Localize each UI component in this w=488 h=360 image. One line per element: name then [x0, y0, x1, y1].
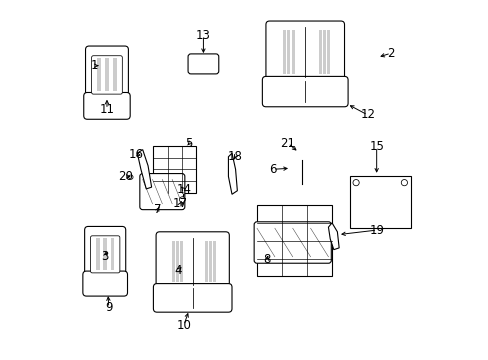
- Text: 18: 18: [228, 149, 243, 163]
- Bar: [205, 240, 207, 282]
- Text: 1: 1: [91, 59, 98, 72]
- Text: 5: 5: [185, 137, 192, 150]
- Bar: [105, 58, 109, 91]
- Text: 19: 19: [369, 224, 384, 237]
- Text: 12: 12: [360, 108, 374, 121]
- Text: 10: 10: [176, 319, 191, 332]
- Text: 9: 9: [105, 301, 112, 314]
- FancyBboxPatch shape: [254, 222, 331, 263]
- Text: 14: 14: [176, 183, 191, 196]
- Bar: [291, 30, 294, 75]
- FancyBboxPatch shape: [85, 46, 128, 100]
- Polygon shape: [228, 153, 237, 194]
- Bar: [96, 238, 100, 270]
- FancyBboxPatch shape: [262, 76, 347, 107]
- FancyBboxPatch shape: [91, 56, 122, 94]
- Text: 2: 2: [386, 47, 394, 60]
- Polygon shape: [328, 223, 339, 249]
- FancyBboxPatch shape: [90, 236, 120, 273]
- Text: 15: 15: [368, 140, 384, 153]
- Bar: [213, 240, 215, 282]
- FancyBboxPatch shape: [156, 232, 229, 291]
- Bar: [110, 238, 114, 270]
- FancyBboxPatch shape: [82, 271, 127, 296]
- Bar: [287, 30, 290, 75]
- Bar: [323, 30, 325, 75]
- Bar: [176, 240, 179, 282]
- Bar: [349, 176, 410, 228]
- Bar: [318, 30, 321, 75]
- Text: 6: 6: [269, 163, 276, 176]
- Text: 16: 16: [129, 148, 144, 161]
- Bar: [257, 205, 331, 276]
- FancyBboxPatch shape: [265, 21, 344, 84]
- Bar: [153, 146, 196, 193]
- Text: 20: 20: [118, 170, 133, 183]
- Circle shape: [128, 175, 133, 179]
- Circle shape: [401, 180, 407, 186]
- Bar: [209, 240, 211, 282]
- Bar: [180, 240, 183, 282]
- Text: 21: 21: [280, 137, 295, 150]
- Circle shape: [352, 180, 359, 186]
- FancyBboxPatch shape: [83, 93, 130, 119]
- Text: 3: 3: [102, 250, 109, 263]
- Bar: [103, 238, 107, 270]
- FancyBboxPatch shape: [188, 54, 218, 74]
- Bar: [326, 30, 329, 75]
- Text: 13: 13: [196, 29, 210, 42]
- Polygon shape: [137, 150, 151, 189]
- FancyBboxPatch shape: [84, 226, 125, 278]
- Text: 11: 11: [99, 103, 114, 116]
- Bar: [283, 30, 285, 75]
- Bar: [97, 58, 101, 91]
- Text: 4: 4: [174, 264, 182, 276]
- Text: 7: 7: [154, 203, 162, 216]
- FancyBboxPatch shape: [153, 284, 231, 312]
- Circle shape: [179, 197, 185, 203]
- Bar: [113, 58, 117, 91]
- Text: 17: 17: [172, 197, 187, 211]
- Bar: [172, 240, 175, 282]
- Text: 8: 8: [263, 253, 270, 266]
- FancyBboxPatch shape: [140, 174, 184, 210]
